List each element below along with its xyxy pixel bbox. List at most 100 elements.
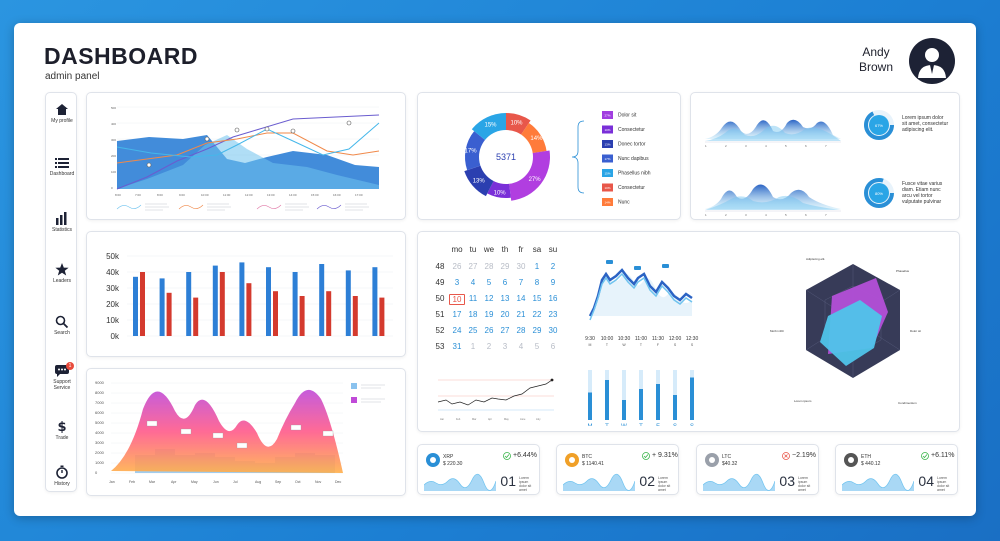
calendar-day[interactable]: 3 [454, 278, 460, 287]
calendar-day[interactable]: 3 [502, 342, 508, 351]
svg-text:Apr: Apr [488, 418, 492, 421]
legend-swatch [602, 198, 613, 206]
coin-change: +6.11% [931, 452, 955, 459]
svg-text:1: 1 [705, 144, 707, 148]
calendar-day[interactable]: 28 [484, 262, 494, 271]
area-line-chart-panel: 500 400 300 200 100 0 8:00 7:00 8:00 9:00 10:00 11… [86, 92, 406, 220]
calendar-day[interactable]: 11 [468, 294, 478, 303]
coin-card[interactable]: XRP $ 220.30 +6.44% 01 Lorem ipsum dolor sit… [417, 444, 540, 495]
svg-text:6: 6 [805, 144, 807, 148]
calendar-day[interactable]: 21 [516, 310, 526, 319]
calendar-day[interactable]: 1 [534, 262, 540, 271]
svg-text:5: 5 [785, 213, 787, 217]
calendar-day[interactable]: 2 [550, 262, 556, 271]
sidebar-label: Support Service [53, 379, 71, 391]
sidebar-item-search[interactable]: Search [46, 315, 78, 336]
calendar-day[interactable]: 20 [500, 310, 510, 319]
calendar-day[interactable]: 8 [534, 278, 540, 287]
bar [212, 265, 218, 336]
sidebar-item-dashboard[interactable]: Dashboard [46, 157, 78, 177]
sidebar-label: My profile [51, 118, 73, 124]
calendar-day[interactable]: 5 [486, 278, 492, 287]
calendar-day[interactable]: 18 [468, 310, 478, 319]
calendar-day[interactable]: 4 [470, 278, 476, 287]
calendar-day[interactable]: 1 [470, 342, 476, 351]
calendar-day[interactable]: 29 [500, 262, 510, 271]
calendar-day[interactable]: 14 [516, 294, 526, 303]
y-tick-label: 50k [106, 252, 120, 261]
calendar-day[interactable]: 4 [518, 342, 524, 351]
calendar-day[interactable]: 23 [548, 310, 558, 319]
calendar-day[interactable]: 29 [532, 326, 542, 335]
calendar-day[interactable]: 7 [518, 278, 524, 287]
sidebar-item-leaders[interactable]: Leaders [46, 263, 78, 284]
calendar-day[interactable]: 27 [468, 262, 478, 271]
sidebar-item-history[interactable]: History [46, 465, 78, 487]
calendar-day[interactable]: 17 [452, 310, 462, 319]
radar-label-5: Morbi nibh [770, 329, 784, 333]
calendar-day[interactable]: 30 [516, 262, 526, 271]
ltc-coin-icon [705, 453, 719, 467]
calendar-day[interactable]: 16 [548, 294, 558, 303]
svg-text:5: 5 [785, 144, 787, 148]
calendar-day[interactable]: 26 [452, 262, 462, 271]
svg-text:9000: 9000 [95, 380, 105, 385]
calendar-day[interactable]: 15 [532, 294, 542, 303]
calendar-day[interactable]: 12 [484, 294, 494, 303]
donut-segment-label: 10% [511, 121, 524, 127]
coin-price: $ 220.30 [443, 461, 463, 467]
sidebar-item-my-profile[interactable]: My profile [46, 103, 78, 124]
sidebar-item-statistics[interactable]: Statistics [46, 211, 78, 233]
level-bar-label: F [656, 424, 660, 426]
coin-card[interactable]: BTC $ 1140.41 + 9.31% 02 Lorem ipsum dolor s… [556, 444, 679, 495]
svg-text:1000: 1000 [95, 460, 105, 465]
calendar-day[interactable]: 30 [548, 326, 558, 335]
legend-swatch [602, 183, 613, 192]
calendar-day[interactable]: 5 [534, 342, 540, 351]
xrp-coin-icon [426, 453, 440, 467]
wave-info-panel: 1 2 3 4 5 6 7 1 2 3 4 5 6 7 67% Lorem ipsum dolor si… [690, 92, 960, 220]
coin-card[interactable]: LTC $40.32 −2.19% 03 Lorem ipsum dolor sit a… [696, 444, 819, 495]
calendar-day[interactable]: 22 [532, 310, 542, 319]
sidebar-item-support-service[interactable]: 1 Support Service [46, 362, 78, 391]
calendar-day[interactable]: 10 [449, 294, 465, 305]
svg-text:2: 2 [725, 213, 727, 217]
level-bar-label: T [639, 424, 643, 426]
svg-text:7: 7 [825, 144, 827, 148]
calendar-day[interactable]: 6 [550, 342, 556, 351]
coin-card[interactable]: ETH $ 440.12 +6.11% 04 Lorem ipsum dolor sit… [835, 444, 958, 495]
donut-segment-label: 13% [473, 179, 486, 185]
trend-up-icon [642, 452, 650, 460]
calendar-day[interactable]: 6 [502, 278, 508, 287]
calendar-day[interactable]: 25 [468, 326, 478, 335]
timeline-day-label: T [606, 343, 609, 347]
calendar-day[interactable]: 27 [500, 326, 510, 335]
timeline-day-label: F [657, 343, 659, 347]
svg-text:Apr: Apr [171, 480, 177, 484]
sidebar-label: History [54, 481, 70, 487]
coin-change: +6.44% [513, 452, 537, 459]
bar [273, 291, 278, 336]
level-bar-fill [656, 384, 660, 420]
calendar-week-number: 53 [435, 342, 445, 351]
bar [186, 272, 192, 336]
calendar-day[interactable]: 24 [452, 326, 462, 335]
coin-sparkline [842, 473, 914, 491]
dollar-icon: $ [57, 420, 66, 433]
level-bar-label: M [588, 424, 593, 426]
wave-charts: 1 2 3 4 5 6 7 1 2 3 4 5 6 7 67% Lorem ipsum dolor si… [705, 110, 948, 217]
legend-label: Nunc [618, 200, 630, 206]
user-name[interactable]: Andy Brown [846, 45, 906, 75]
calendar-week-number: 51 [435, 310, 445, 319]
calendar-day[interactable]: 31 [452, 342, 462, 351]
avatar[interactable] [909, 38, 955, 84]
calendar-weekday-header: mo [451, 245, 463, 254]
calendar-day[interactable]: 28 [516, 326, 526, 335]
info-b-text-3: arcu vel tortor [902, 193, 933, 199]
calendar-day[interactable]: 13 [500, 294, 510, 303]
calendar-day[interactable]: 2 [486, 342, 492, 351]
calendar-day[interactable]: 19 [484, 310, 494, 319]
calendar-day[interactable]: 9 [550, 278, 556, 287]
sidebar-item-trade[interactable]: $ Trade [46, 419, 78, 441]
calendar-day[interactable]: 26 [484, 326, 494, 335]
